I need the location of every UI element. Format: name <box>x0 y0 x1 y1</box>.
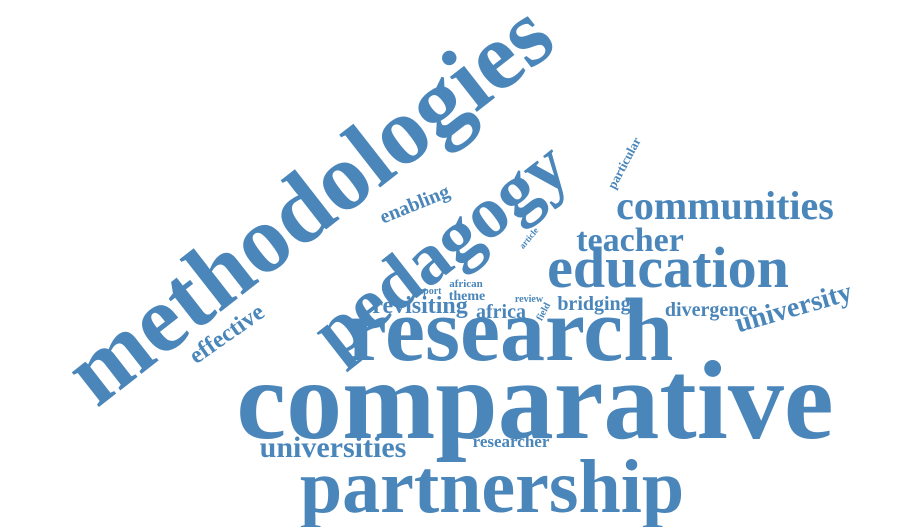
word-theme: theme <box>449 289 486 304</box>
word-researcher: researcher <box>473 432 550 451</box>
word-teacher: teacher <box>576 222 684 259</box>
word-african: african <box>449 278 483 290</box>
word-divergence: divergence <box>665 299 757 321</box>
word-report: report <box>414 286 442 297</box>
word-africa: africa <box>476 301 526 323</box>
word-education: education <box>547 235 789 300</box>
word-research: research <box>347 281 674 380</box>
word-partnership: partnership <box>300 445 684 527</box>
word-comparative: comparative <box>236 339 833 463</box>
word-bridging: bridging <box>557 293 630 315</box>
word-revisiting: revisiting <box>372 293 468 319</box>
word-communities: communities <box>616 183 834 228</box>
word-universities: universities <box>260 431 407 464</box>
word-review: review <box>515 294 544 305</box>
